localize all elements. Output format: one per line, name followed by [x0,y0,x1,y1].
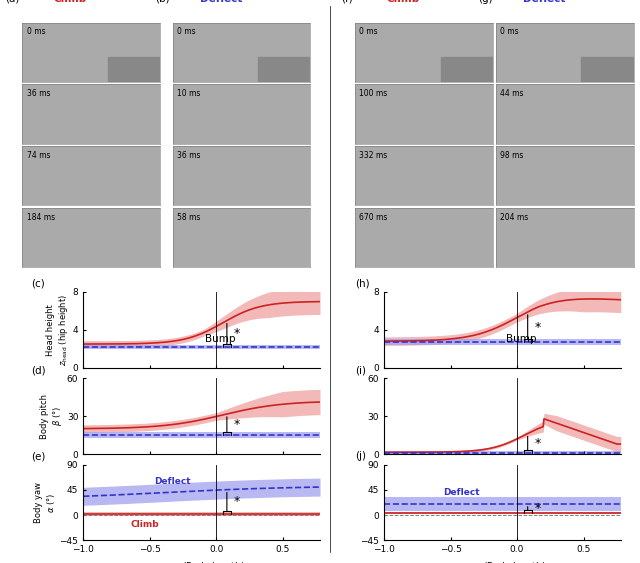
Text: (a): (a) [5,0,20,3]
Text: *: * [234,418,240,431]
X-axis label: $x_\mathrm{head}$ (Body length): $x_\mathrm{head}$ (Body length) [459,560,546,563]
Text: 0 ms: 0 ms [359,27,378,36]
Text: Deflect: Deflect [200,0,242,3]
Text: Deflect: Deflect [523,0,565,3]
Text: (j): (j) [356,452,367,462]
Text: 44 ms: 44 ms [500,89,524,98]
Bar [108,57,160,82]
Y-axis label: Head height
$z_\mathrm{head}$ (hip height): Head height $z_\mathrm{head}$ (hip heigh… [46,294,70,366]
Text: 0 ms: 0 ms [177,27,196,36]
Text: 10 ms: 10 ms [177,89,200,98]
Bar [258,57,310,82]
Text: 36 ms: 36 ms [26,89,50,98]
Text: 184 ms: 184 ms [26,213,54,222]
Y-axis label: Body pitch
$\beta$ (°): Body pitch $\beta$ (°) [40,394,64,439]
Text: 98 ms: 98 ms [500,151,524,160]
Text: 332 ms: 332 ms [359,151,388,160]
Text: *: * [534,437,541,450]
Text: 58 ms: 58 ms [177,213,200,222]
Text: *: * [534,502,541,515]
Y-axis label: Body yaw
$\alpha$ (°): Body yaw $\alpha$ (°) [34,482,57,523]
Text: (f): (f) [340,0,353,3]
Text: 36 ms: 36 ms [177,151,200,160]
X-axis label: $x_\mathrm{head}$ (Body length): $x_\mathrm{head}$ (Body length) [158,560,245,563]
Text: Deflect: Deflect [154,476,191,485]
Text: Bump: Bump [205,334,236,344]
Bar [581,57,634,82]
Text: 100 ms: 100 ms [359,89,388,98]
Text: 204 ms: 204 ms [500,213,529,222]
Text: (i): (i) [356,365,367,375]
Text: *: * [534,321,541,334]
Text: 0 ms: 0 ms [500,27,519,36]
Text: 670 ms: 670 ms [359,213,388,222]
Text: *: * [234,495,240,508]
Text: *: * [234,327,240,340]
Text: (e): (e) [31,452,45,462]
Text: Climb: Climb [131,520,159,529]
Text: Bump: Bump [506,334,536,344]
Text: (b): (b) [156,0,170,3]
Text: (d): (d) [31,365,45,375]
Text: (c): (c) [31,279,45,289]
Text: Deflect: Deflect [443,488,480,497]
Text: (h): (h) [356,279,370,289]
Text: 0 ms: 0 ms [26,27,45,36]
Text: Climb: Climb [387,0,420,3]
Bar [440,57,493,82]
Text: 74 ms: 74 ms [26,151,50,160]
Text: Climb: Climb [54,0,87,3]
Text: (g): (g) [479,0,493,3]
